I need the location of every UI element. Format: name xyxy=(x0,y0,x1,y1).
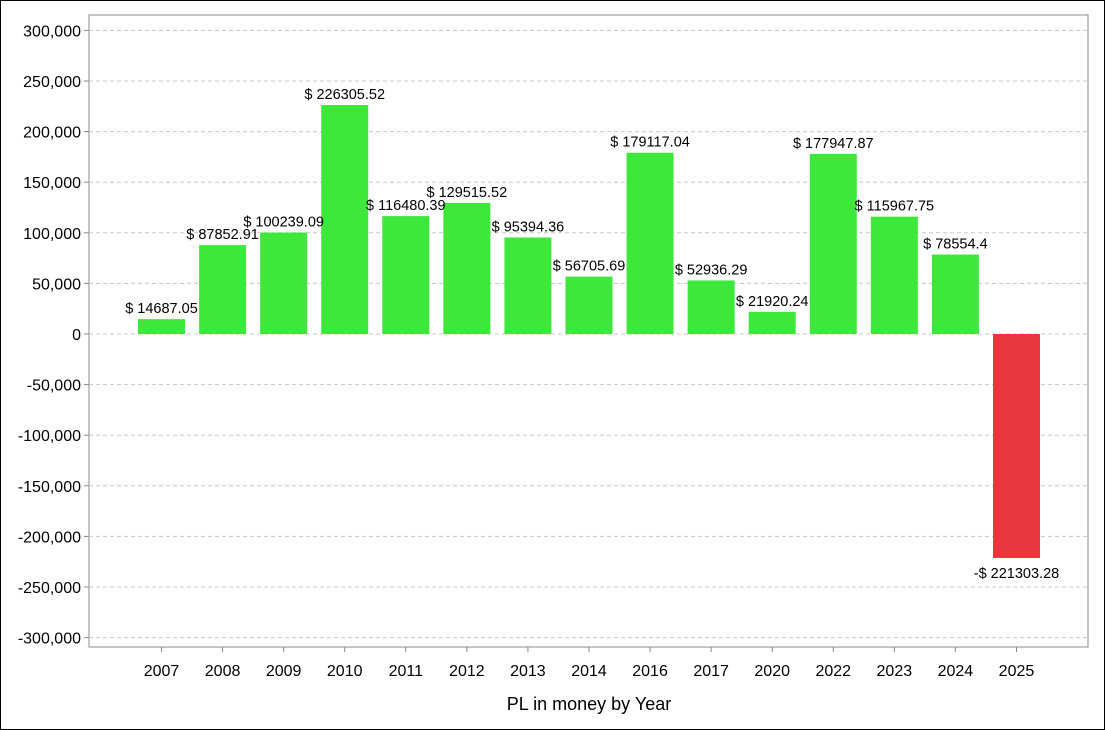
x-tick-label-2023: 2023 xyxy=(877,663,913,680)
data-label-2025: -$ 221303.28 xyxy=(974,566,1059,582)
bars xyxy=(138,104,1040,558)
bar-2008 xyxy=(199,245,247,334)
x-tick-label-2012: 2012 xyxy=(449,663,485,680)
y-tick-label: -250,000 xyxy=(18,580,81,597)
bar-2010 xyxy=(321,104,369,334)
x-tick-label-2007: 2007 xyxy=(144,663,180,680)
data-label-2016: $ 179117.04 xyxy=(610,135,690,151)
data-label-2022: $ 177947.87 xyxy=(793,136,874,152)
x-tick-label-2022: 2022 xyxy=(815,663,851,680)
data-label-2017: $ 52936.29 xyxy=(675,262,748,278)
data-label-2011: $ 116480.39 xyxy=(366,198,446,214)
data-labels: $ 14687.05 $ 87852.91$ 100239.09 $ 226305.… xyxy=(125,87,1059,582)
data-label-2010: $ 226305.52 xyxy=(304,87,385,103)
data-label-2020: $ 21920.24 xyxy=(736,294,809,310)
bar-2013 xyxy=(504,237,552,334)
y-tick-label: -200,000 xyxy=(18,529,81,546)
bar-2024 xyxy=(931,254,979,334)
x-tick-label-2009: 2009 xyxy=(266,663,302,680)
data-label-2007: $ 14687.05 xyxy=(125,301,198,317)
x-tick-label-2014: 2014 xyxy=(571,663,607,680)
bar-2020 xyxy=(748,311,796,334)
y-tick-label: 150,000 xyxy=(23,175,81,192)
y-tick-label: 200,000 xyxy=(23,125,81,142)
y-tick-label: 0 xyxy=(72,327,81,344)
bar-2011 xyxy=(382,216,430,334)
bar-2009 xyxy=(260,232,308,334)
x-axis-ticks: 2007 2008 2009 2010 2011 2012 2013 2014 2016 2017… xyxy=(144,647,1035,680)
y-tick-label: 300,000 xyxy=(23,23,81,40)
bar-2025 xyxy=(992,334,1040,558)
x-tick-label-2016: 2016 xyxy=(632,663,668,680)
bar-2017 xyxy=(687,280,735,334)
bar-2014 xyxy=(565,276,613,334)
y-tick-label: 100,000 xyxy=(23,226,81,243)
data-label-2024: $ 78554.4 xyxy=(923,237,988,253)
data-label-2012: $ 129515.52 xyxy=(427,185,508,201)
x-tick-label-2024: 2024 xyxy=(938,663,974,680)
data-label-2014: $ 56705.69 xyxy=(553,259,626,275)
data-label-2008: $ 87852.91 xyxy=(186,227,259,243)
data-label-2023: $ 115967.75 xyxy=(855,199,935,215)
y-tick-label: -100,000 xyxy=(18,428,81,445)
x-tick-label-2013: 2013 xyxy=(510,663,546,680)
y-tick-label: 50,000 xyxy=(32,276,81,293)
bar-2016 xyxy=(626,152,674,334)
y-axis-ticks: 300,000 250,000 200,000 150,000 100,000 50,00… xyxy=(18,23,89,648)
x-axis-title: PL in money by Year xyxy=(507,694,671,714)
bar-2012 xyxy=(443,202,491,334)
x-tick-label-2020: 2020 xyxy=(754,663,790,680)
y-tick-label: -50,000 xyxy=(27,378,81,395)
y-tick-label: 250,000 xyxy=(23,74,81,91)
x-tick-label-2025: 2025 xyxy=(999,663,1035,680)
bar-2022 xyxy=(809,153,857,334)
x-tick-label-2010: 2010 xyxy=(327,663,363,680)
bar-2023 xyxy=(870,216,918,334)
bar-2007 xyxy=(138,319,185,334)
y-tick-label: -150,000 xyxy=(18,479,81,496)
x-tick-label-2008: 2008 xyxy=(205,663,241,680)
x-tick-label-2011: 2011 xyxy=(389,663,424,680)
x-tick-label-2017: 2017 xyxy=(693,663,729,680)
y-tick-label: -300,000 xyxy=(18,631,81,648)
data-label-2009: $ 100239.09 xyxy=(243,215,324,231)
data-label-2013: $ 95394.36 xyxy=(492,219,565,235)
